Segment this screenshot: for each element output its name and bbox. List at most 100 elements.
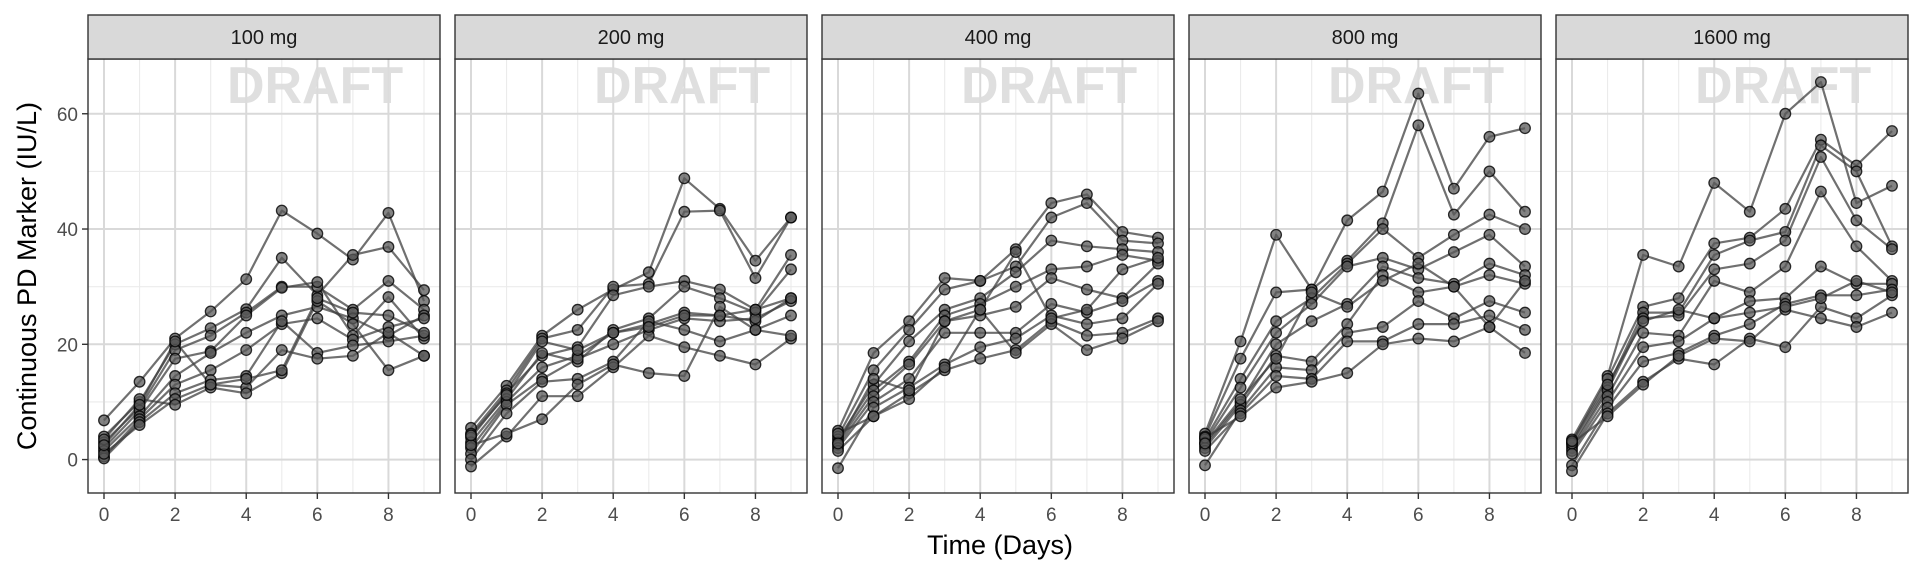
data-point	[974, 352, 987, 365]
data-point	[1637, 341, 1650, 354]
data-point	[382, 206, 395, 219]
data-point	[832, 427, 844, 440]
data-point	[1045, 211, 1058, 224]
data-point	[275, 315, 288, 328]
y-axis-title: Continuous PD Marker (IU/L)	[12, 102, 42, 450]
data-point	[1447, 318, 1460, 331]
series-line	[1571, 279, 1893, 442]
data-point	[465, 460, 477, 473]
data-point	[169, 398, 182, 411]
data-point	[1519, 122, 1531, 135]
data-point	[713, 349, 726, 362]
data-point	[382, 326, 395, 339]
facet-panel: DRAFT 100 mg 0 2 4 6 8 0 20 40 60	[57, 14, 441, 526]
data-point	[1152, 251, 1164, 264]
data-point	[382, 240, 395, 253]
x-tick-label: 8	[1117, 505, 1128, 526]
data-point	[749, 254, 762, 267]
data-point	[938, 315, 951, 328]
data-point	[536, 413, 549, 426]
data-point	[1199, 437, 1211, 450]
facet-strip	[821, 14, 1175, 60]
data-point	[1637, 326, 1650, 339]
data-point	[974, 274, 987, 287]
data-point	[1850, 289, 1863, 302]
data-point	[607, 358, 620, 371]
data-point	[607, 289, 620, 302]
data-point	[1270, 286, 1283, 299]
data-point	[418, 326, 430, 339]
data-point	[275, 364, 288, 377]
data-point	[1483, 269, 1496, 282]
x-tick-label: 2	[170, 505, 181, 526]
data-point	[1779, 234, 1792, 247]
data-point	[785, 329, 797, 342]
data-point	[1305, 286, 1318, 299]
data-point	[1341, 260, 1354, 273]
data-point	[1886, 243, 1898, 256]
data-point	[1341, 335, 1354, 348]
data-point	[346, 249, 359, 261]
facet-strip-label: 200 mg	[598, 27, 665, 49]
data-point	[1080, 260, 1093, 273]
data-point	[678, 205, 691, 218]
data-point	[465, 439, 477, 452]
data-point	[1412, 295, 1425, 308]
data-point	[571, 344, 584, 357]
data-point	[1483, 165, 1496, 178]
data-point	[536, 361, 549, 374]
data-point	[1412, 318, 1425, 331]
data-point	[1850, 197, 1863, 210]
facet-strip-label: 100 mg	[231, 27, 298, 49]
panel-background	[1189, 59, 1541, 493]
data-point	[98, 439, 110, 452]
data-point	[1152, 277, 1164, 290]
data-point	[1672, 349, 1685, 362]
data-point	[938, 361, 951, 374]
series-line	[1204, 314, 1526, 452]
data-point	[500, 407, 513, 420]
series-line	[1571, 80, 1893, 440]
data-point	[133, 398, 146, 411]
x-tick-label: 8	[1851, 505, 1862, 526]
series-line	[837, 202, 1159, 438]
data-point	[204, 378, 217, 391]
draft-watermark: DRAFT	[1328, 57, 1504, 115]
x-tick-label: 4	[1709, 505, 1720, 526]
data-point	[169, 335, 182, 348]
data-point	[1483, 295, 1496, 308]
data-point	[903, 384, 916, 397]
data-point	[785, 292, 797, 305]
data-point	[1376, 321, 1389, 333]
draft-watermark: DRAFT	[227, 57, 403, 115]
data-point	[1447, 280, 1460, 293]
data-point	[240, 309, 253, 322]
data-point	[1483, 208, 1496, 221]
series-line	[1571, 288, 1893, 466]
data-point	[1519, 223, 1531, 235]
data-point	[1045, 272, 1058, 284]
series-line	[837, 239, 1159, 440]
data-point	[1270, 338, 1283, 351]
data-point	[1708, 312, 1721, 325]
data-point	[1080, 303, 1093, 316]
data-point	[1886, 286, 1898, 299]
draft-watermark: DRAFT	[1695, 57, 1871, 115]
data-point	[1116, 263, 1129, 276]
data-point	[1743, 234, 1756, 247]
data-point	[749, 272, 762, 284]
data-point	[240, 273, 253, 286]
data-point	[1708, 176, 1721, 189]
data-point	[1341, 214, 1354, 227]
series-line	[470, 209, 792, 435]
x-tick-label: 4	[975, 505, 986, 526]
series-line	[103, 281, 425, 449]
data-point	[571, 323, 584, 336]
facet-strip-label: 400 mg	[965, 27, 1032, 49]
data-point	[974, 303, 987, 316]
y-tick-label: 0	[67, 451, 78, 472]
data-point	[346, 349, 359, 362]
data-point	[275, 204, 288, 217]
series-line	[470, 305, 792, 447]
data-point	[571, 378, 584, 391]
